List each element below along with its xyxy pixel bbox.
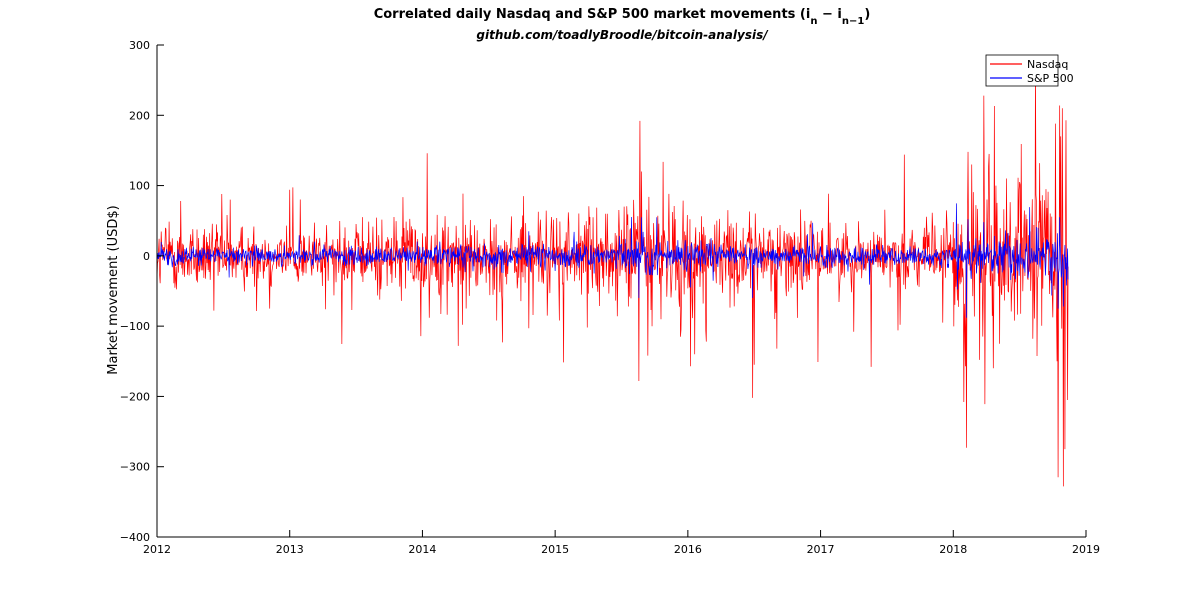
y-tick-label: 100 bbox=[129, 180, 150, 193]
chart-subtitle: github.com/toadlyBroodle/bitcoin-analysi… bbox=[476, 28, 769, 42]
x-tick-label: 2013 bbox=[276, 543, 304, 556]
y-tick-label: −200 bbox=[120, 390, 150, 403]
sp500-series-line bbox=[156, 203, 1069, 318]
y-tick-label: −400 bbox=[120, 531, 150, 544]
legend-label-sp500: S&P 500 bbox=[1027, 72, 1074, 85]
y-tick-label: −100 bbox=[120, 320, 150, 333]
y-axis-ticks: 300 200 100 0 −100 −200 −300 −400 bbox=[120, 39, 164, 544]
x-tick-label: 2014 bbox=[408, 543, 436, 556]
y-axis-title: Market movement (USD$) bbox=[106, 205, 121, 374]
legend-box bbox=[985, 54, 1059, 87]
axes bbox=[156, 45, 1086, 538]
x-tick-label: 2017 bbox=[807, 543, 835, 556]
x-tick-label: 2015 bbox=[541, 543, 569, 556]
legend-label-nasdaq: Nasdaq bbox=[1027, 58, 1068, 71]
nasdaq-series-line bbox=[156, 60, 1069, 487]
x-tick-label: 2012 bbox=[143, 543, 171, 556]
x-tick-label: 2016 bbox=[674, 543, 702, 556]
y-tick-label: −300 bbox=[120, 461, 150, 474]
legend: Nasdaq S&P 500 bbox=[985, 54, 1074, 87]
y-tick-label: 0 bbox=[143, 250, 150, 263]
chart-title: Correlated daily Nasdaq and S&P 500 mark… bbox=[374, 7, 871, 27]
x-tick-label: 2018 bbox=[939, 543, 967, 556]
x-tick-label: 2019 bbox=[1072, 543, 1100, 556]
series-layer bbox=[156, 60, 1069, 487]
y-tick-label: 300 bbox=[129, 39, 150, 52]
x-axis-ticks: 2012 2013 2014 2015 2016 2017 2018 2019 bbox=[143, 530, 1100, 556]
y-tick-label: 200 bbox=[129, 109, 150, 122]
